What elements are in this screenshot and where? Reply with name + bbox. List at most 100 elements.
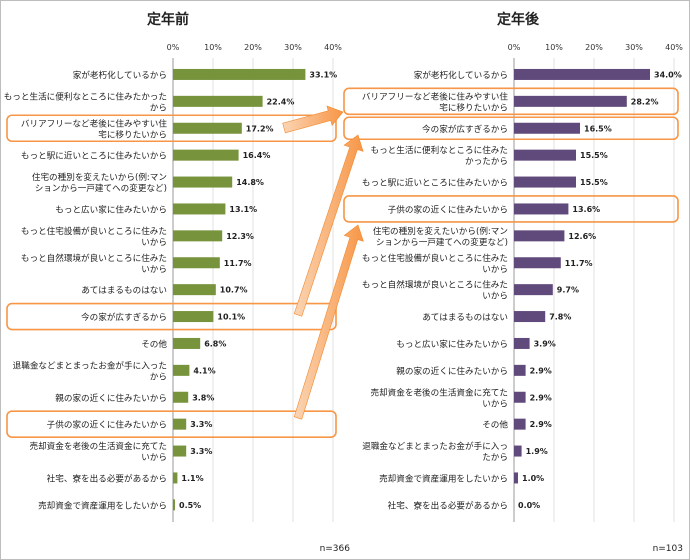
data-label: 3.3% — [190, 447, 212, 456]
bar — [514, 337, 530, 349]
x-tick-label: 30% — [625, 43, 643, 52]
data-label: 9.7% — [557, 286, 579, 295]
data-label: 12.6% — [568, 232, 596, 241]
category-label: もっと駅に近いところに住みたいから — [21, 150, 167, 162]
chart-title: 定年前 — [147, 11, 189, 28]
bar — [173, 203, 226, 215]
arrow-near-children — [293, 224, 364, 420]
category-label: その他 — [141, 338, 167, 350]
category-label: 売却資金を老後の生活資金に充てたいから — [29, 440, 167, 463]
bar — [514, 284, 553, 296]
bar — [173, 445, 187, 457]
bar — [514, 68, 650, 80]
data-label: 15.5% — [580, 178, 608, 187]
bar — [514, 95, 627, 107]
bar — [173, 472, 178, 484]
category-label: もっと自然環境が良いところに住みたいから — [21, 252, 167, 275]
category-label: 退職金などまとまったお金が手に入ったから — [13, 359, 167, 382]
data-label: 15.5% — [580, 151, 608, 160]
bar — [173, 149, 239, 161]
category-label: 子供の家の近くに住みたいから — [388, 203, 508, 215]
data-label: 10.7% — [220, 286, 248, 295]
category-label: もっと生活に便利なところに住みたかったから — [4, 90, 167, 113]
bar — [514, 418, 526, 430]
bar — [514, 257, 561, 269]
category-label: 親の家の近くに住みたいから — [396, 365, 508, 377]
category-label: 住宅の種別を変えたいから(例:マンションから一戸建てへの変更など) — [373, 225, 508, 248]
before-retirement-chart: 定年前 0% 10% 20% 30% 40% 家が老朽化しているから 33.1% もっと生活に便… — [4, 11, 351, 554]
category-label: もっと広い家に住みたいから — [396, 338, 508, 350]
bar — [514, 391, 526, 403]
x-tick-label: 20% — [244, 43, 262, 52]
data-label: 22.4% — [267, 97, 295, 106]
data-label: 1.9% — [526, 447, 548, 456]
data-label: 0.5% — [179, 501, 201, 510]
category-label: バリアフリーなど老後に住みやすい住宅に移りたいから — [21, 117, 168, 140]
category-label: もっと自然環境が良いところに住みたいから — [362, 279, 508, 302]
data-label: 3.9% — [534, 339, 556, 348]
bar — [514, 122, 580, 134]
category-label: 社宅、寮を出る必要があるから — [47, 472, 167, 484]
x-tick-label: 10% — [204, 43, 222, 52]
data-label: 2.9% — [530, 420, 552, 429]
highlight-box-barrier-free-after — [343, 87, 679, 116]
category-label: 退職金などまとまったお金が手に入ったから — [362, 440, 508, 463]
data-label: 1.0% — [522, 474, 544, 483]
data-label: 14.8% — [236, 178, 264, 187]
data-label: 34.0% — [654, 70, 682, 79]
category-label: 親の家の近くに住みたいから — [55, 392, 167, 404]
bar — [173, 68, 306, 80]
category-label: 今の家が広すぎるから — [422, 123, 508, 135]
highlight-box-house-too-big-after — [343, 116, 679, 141]
highlight-layer — [6, 87, 679, 438]
bar — [173, 257, 220, 269]
x-tick-label: 40% — [324, 43, 342, 52]
category-label: バリアフリーなど老後に住みやすい住宅に移りたいから — [362, 90, 509, 113]
category-label: 今の家が広すぎるから — [81, 311, 167, 323]
data-label: 16.5% — [584, 124, 612, 133]
category-label: その他 — [482, 419, 508, 431]
bar — [514, 472, 518, 484]
data-label: 7.8% — [549, 313, 571, 322]
data-label: 13.6% — [572, 205, 600, 214]
bar — [173, 311, 214, 323]
highlight-box-house-too-big-before — [6, 302, 337, 331]
category-label: もっと広い家に住みたいから — [55, 203, 167, 215]
data-label: 16.4% — [243, 151, 271, 160]
data-label: 1.1% — [181, 474, 203, 483]
bar — [173, 499, 175, 511]
bar — [514, 176, 576, 188]
data-label: 17.2% — [246, 124, 274, 133]
bar — [173, 337, 201, 349]
category-label: 家が老朽化しているから — [73, 69, 167, 81]
data-label: 12.3% — [226, 232, 254, 241]
bar — [514, 203, 569, 215]
data-label: 6.8% — [204, 339, 226, 348]
category-label: あてはまるものはない — [81, 285, 167, 296]
bar — [173, 176, 233, 188]
x-tick-label: 10% — [545, 43, 563, 52]
bar — [514, 230, 565, 242]
bar — [514, 364, 526, 376]
data-label: 11.7% — [565, 259, 593, 268]
bar — [173, 364, 190, 376]
highlight-box-near-children-after — [343, 195, 679, 223]
category-label: 売却資金で資産運用をしたいから — [38, 499, 167, 511]
bar — [514, 149, 576, 161]
sample-size-label: n=103 — [653, 544, 683, 554]
category-label: もっと生活に便利なところに住みたかったから — [370, 144, 508, 167]
category-label: 家が老朽化しているから — [414, 69, 508, 81]
category-label: 子供の家の近くに住みたいから — [47, 419, 167, 431]
sample-size-label: n=366 — [320, 544, 351, 554]
bar — [173, 122, 242, 134]
x-tick-label: 0% — [167, 43, 180, 52]
data-label: 13.1% — [229, 205, 257, 214]
x-tick-label: 30% — [284, 43, 302, 52]
data-label: 11.7% — [224, 259, 252, 268]
data-label: 3.8% — [192, 393, 214, 402]
category-label: もっと駅に近いところに住みたいから — [362, 177, 508, 189]
category-label: 社宅、寮を出る必要があるから — [388, 499, 508, 511]
data-label: 2.9% — [530, 366, 552, 375]
category-label: 住宅の種別を変えたいから(例:マンションから一戸建てへの変更など) — [32, 171, 167, 194]
